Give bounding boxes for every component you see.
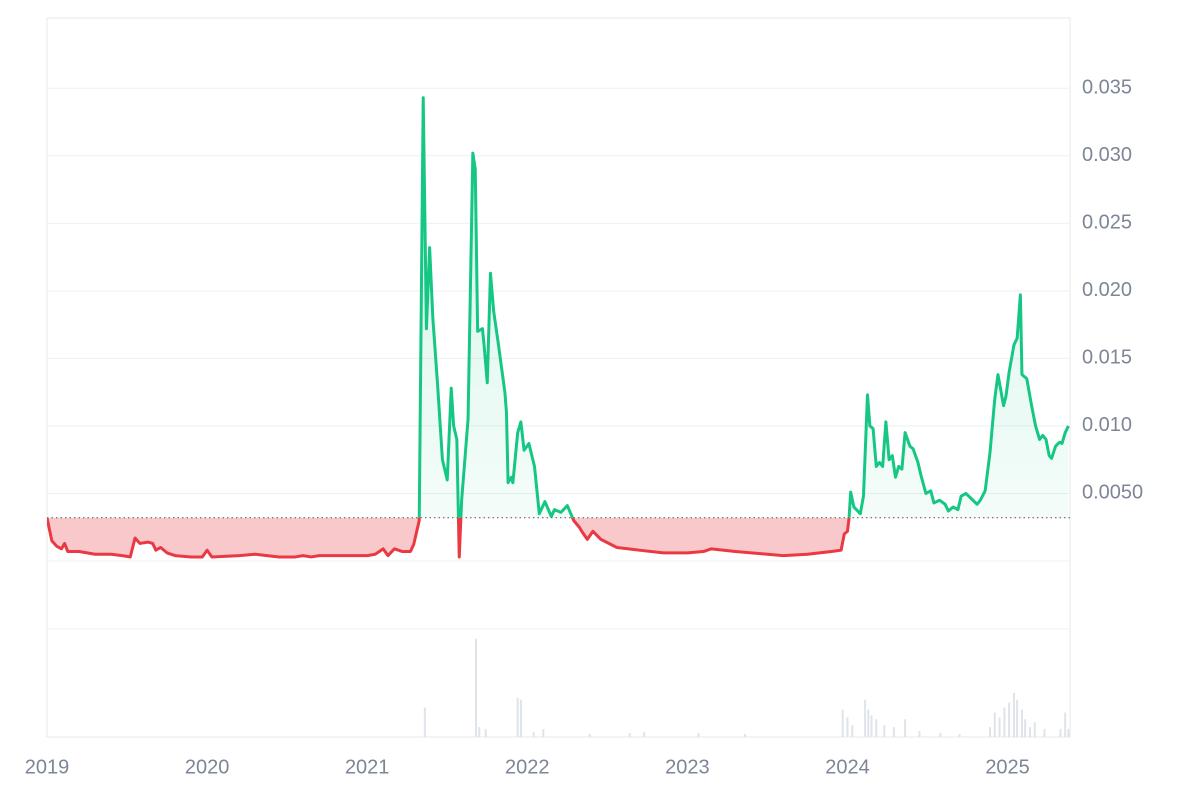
volume-bar [841, 709, 844, 737]
volume-bar [958, 734, 961, 737]
area-up [47, 97, 1069, 518]
volume-bar [588, 734, 591, 737]
volume-bar [998, 717, 1001, 737]
volume-bar [883, 725, 886, 737]
volume-bar [870, 715, 873, 737]
volume-bar [1024, 719, 1027, 737]
volume-bar [423, 707, 426, 737]
volume-bar [1064, 712, 1067, 737]
y-tick-label: 0.020 [1082, 279, 1132, 301]
volume-bar [1012, 692, 1015, 737]
volume-bar [744, 734, 747, 737]
volume-bar [1008, 702, 1011, 737]
volume-bar [484, 729, 487, 737]
volume-bar [1020, 709, 1023, 737]
y-tick-label: 0.010 [1082, 414, 1132, 436]
volume-bar [1033, 722, 1036, 737]
plot-frame [46, 17, 1071, 738]
y-tick-label: 0.035 [1082, 77, 1132, 99]
volume-bar [993, 712, 996, 737]
volume-bar [532, 732, 535, 737]
volume-bar [643, 732, 646, 737]
volume-bar [904, 719, 907, 737]
volume-bar [988, 727, 991, 737]
y-tick-label: 0.0050 [1082, 482, 1143, 504]
price-line-up [47, 96, 1070, 518]
volume-bar [478, 727, 481, 737]
volume-bar [867, 709, 870, 737]
volume-bar [1003, 707, 1006, 737]
volume-bar [864, 699, 867, 737]
volume-bar [846, 717, 849, 737]
volume-bar [628, 733, 631, 737]
y-tick-label: 0.030 [1082, 144, 1132, 166]
volume-bar [697, 733, 700, 737]
volume-bar [875, 719, 878, 737]
volume-bar [939, 733, 942, 737]
x-tick-label: 2020 [185, 756, 230, 778]
volume-bar [892, 727, 895, 737]
x-tick-label: 2021 [345, 756, 390, 778]
volume-bar [1059, 729, 1062, 737]
volume-bar [1028, 727, 1031, 737]
y-tick-label: 0.015 [1082, 347, 1132, 369]
x-tick-label: 2023 [665, 756, 710, 778]
volume-bar [851, 725, 854, 737]
volume-bar [519, 699, 522, 737]
volume-bar [475, 638, 478, 737]
volume-bar [516, 697, 519, 737]
volume-bar [542, 729, 545, 737]
price-line-down [47, 517, 851, 559]
area-down [47, 517, 850, 557]
x-tick-label: 2022 [505, 756, 550, 778]
y-tick-label: 0.025 [1082, 212, 1132, 234]
volume-bar [1016, 699, 1019, 737]
x-tick-label: 2025 [985, 756, 1030, 778]
x-tick-label: 2024 [825, 756, 870, 778]
volume-bar [1067, 729, 1070, 737]
volume-bar [918, 731, 921, 737]
volume-bar [1043, 729, 1046, 737]
x-tick-label: 2019 [25, 756, 70, 778]
